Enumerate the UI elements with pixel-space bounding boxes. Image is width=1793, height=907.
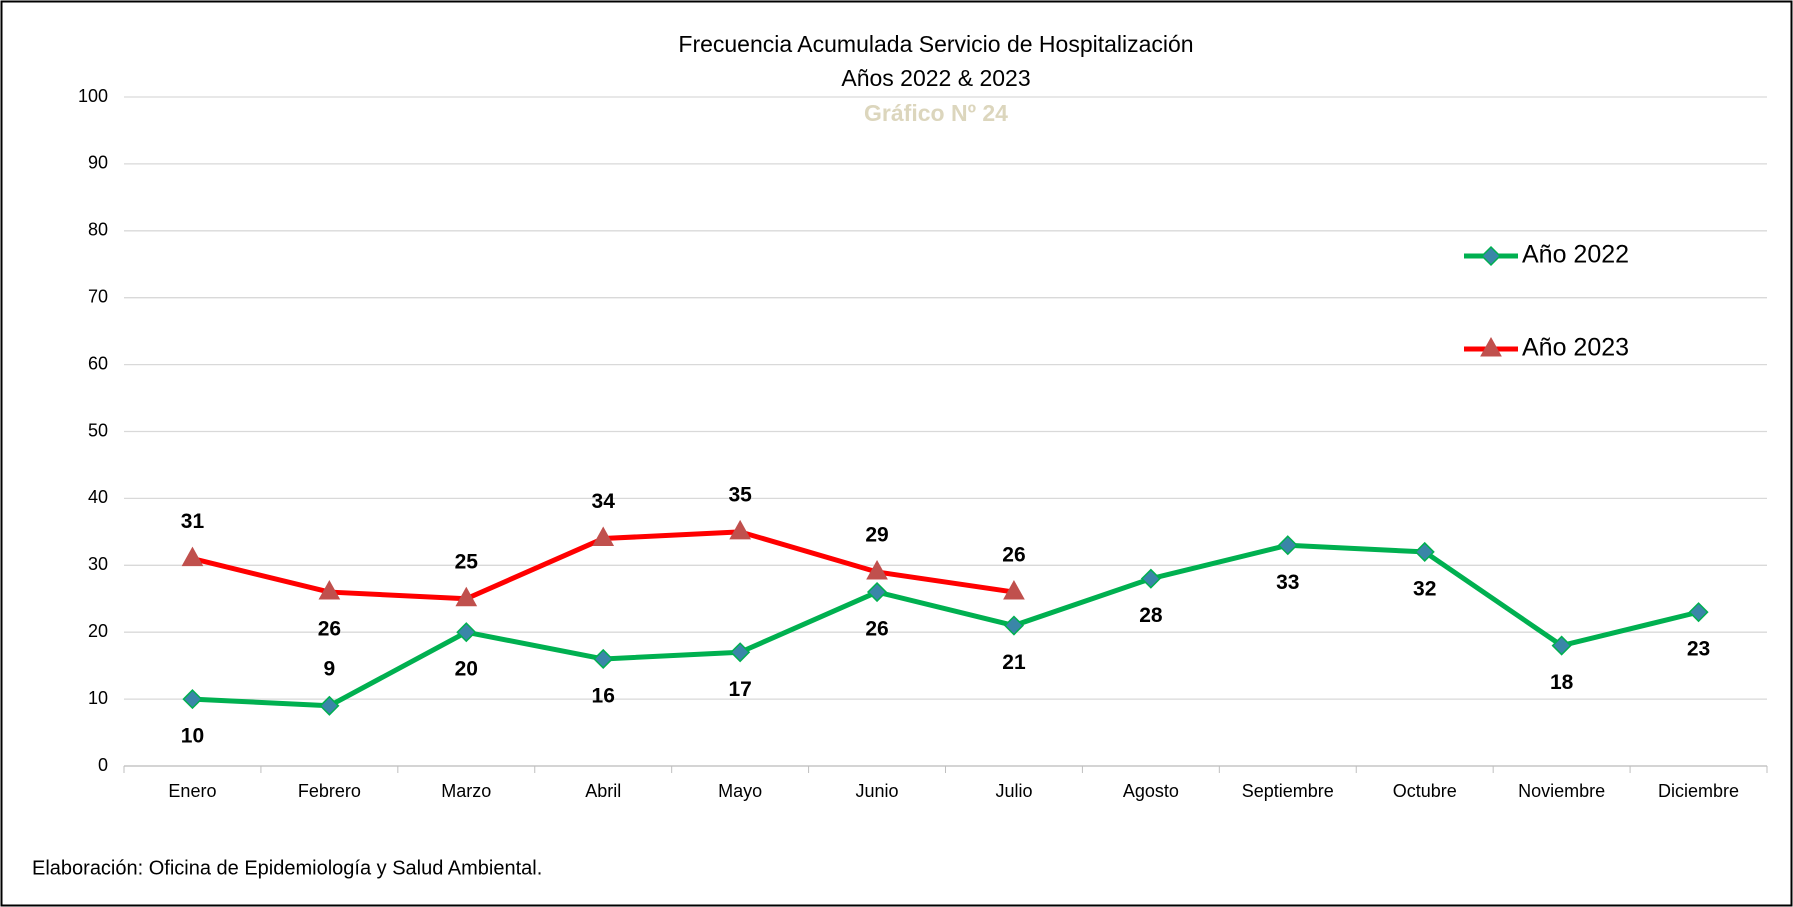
x-tick-label: Noviembre (1518, 781, 1605, 801)
data-label: 34 (592, 490, 616, 513)
x-tick-label: Octubre (1393, 781, 1457, 801)
x-tick-label: Junio (856, 781, 899, 801)
data-label: 26 (865, 618, 888, 641)
data-label: 10 (181, 725, 204, 748)
x-tick-label: Febrero (298, 781, 361, 801)
x-tick-label: Julio (995, 781, 1032, 801)
data-point (318, 580, 341, 600)
data-label: 18 (1550, 671, 1574, 694)
legend-label: Año 2023 (1522, 334, 1629, 362)
data-point (593, 648, 614, 670)
legend-label: Año 2022 (1522, 241, 1629, 269)
x-tick-label: Mayo (718, 781, 762, 801)
x-tick-label: Enero (168, 781, 216, 801)
x-tick-label: Abril (585, 781, 621, 801)
x-tick-label: Diciembre (1658, 781, 1739, 801)
data-point (455, 586, 478, 607)
data-point (182, 689, 203, 710)
data-point (1688, 602, 1709, 623)
data-point (1414, 541, 1435, 562)
chart-number: Gráfico Nº 24 (864, 100, 1008, 126)
data-point (1551, 635, 1572, 656)
data-label: 31 (181, 510, 205, 533)
data-label: 35 (728, 483, 752, 506)
data-label: 23 (1687, 638, 1710, 661)
y-tick-label: 10 (88, 688, 108, 708)
data-label: 26 (318, 618, 341, 641)
data-point (1003, 580, 1025, 600)
data-point (1003, 615, 1025, 636)
y-tick-label: 100 (78, 86, 108, 106)
data-point (456, 622, 477, 643)
y-tick-label: 40 (88, 487, 108, 507)
y-tick-label: 70 (88, 286, 108, 306)
legend-marker (1480, 245, 1502, 267)
data-point (1140, 568, 1161, 589)
data-label: 33 (1276, 571, 1299, 594)
data-point (319, 695, 340, 716)
data-point (181, 546, 204, 567)
x-tick-label: Agosto (1123, 781, 1179, 801)
data-point (866, 581, 888, 603)
footer: Elaboración: Oficina de Epidemiología y … (32, 857, 542, 879)
y-tick-label: 20 (88, 621, 108, 641)
data-label: 21 (1002, 651, 1026, 674)
series-line (192, 542, 1700, 709)
x-tick-label: Septiembre (1242, 781, 1334, 801)
data-label: 26 (1002, 544, 1025, 567)
data-point (866, 559, 888, 580)
data-label: 25 (455, 550, 479, 573)
chart-subtitle: Años 2022 & 2023 (841, 65, 1030, 91)
data-label: 32 (1413, 577, 1436, 600)
data-point (729, 519, 751, 540)
y-tick-label: 80 (88, 220, 108, 240)
y-tick-label: 50 (88, 420, 108, 440)
x-tick-label: Marzo (441, 781, 491, 801)
data-label: 16 (592, 685, 615, 708)
chart-title: Frecuencia Acumulada Servicio de Hospita… (678, 31, 1193, 57)
data-label: 29 (865, 524, 888, 547)
data-point (1277, 535, 1298, 556)
y-tick-label: 60 (88, 353, 108, 373)
data-label: 28 (1139, 604, 1163, 627)
data-point (730, 642, 751, 663)
data-label: 17 (728, 678, 751, 701)
data-label: 20 (455, 658, 478, 681)
data-label: 9 (324, 657, 336, 680)
y-tick-label: 0 (98, 755, 108, 775)
y-tick-label: 90 (88, 153, 108, 173)
data-point (592, 526, 615, 547)
legend-marker (1480, 336, 1502, 357)
y-tick-label: 30 (88, 554, 108, 574)
